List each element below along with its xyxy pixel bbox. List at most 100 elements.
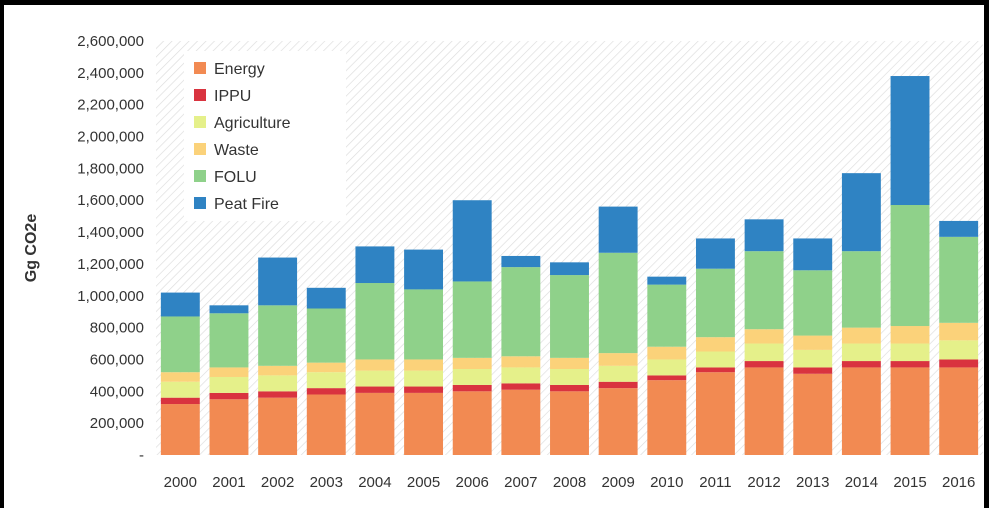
y-tick-label: 2,200,000 [77,97,144,114]
bar-segment-ippu [647,375,687,381]
bar-segment-peat-fire [890,76,930,206]
bar-segment-energy [647,380,687,455]
bar-segment-peat-fire [306,287,346,309]
bar-segment-energy [793,373,833,455]
x-tick-label: 2004 [358,474,391,491]
bar-segment-peat-fire [695,238,735,269]
bar-segment-folu [744,251,784,330]
bar-segment-folu [258,305,298,366]
x-tick-label: 2002 [261,474,294,491]
bar-segment-energy [404,392,444,455]
bar-segment-folu [647,284,687,347]
legend-swatch [194,62,206,74]
bar-segment-energy [452,391,492,455]
x-tick-label: 2011 [699,474,731,491]
bar-segment-folu [452,281,492,358]
bar-segment-agriculture [841,343,881,362]
bar-segment-peat-fire [501,255,541,268]
bar-segment-agriculture [501,367,541,384]
x-tick-label: 2007 [504,474,537,491]
legend-box [184,51,346,221]
bar-segment-ippu [501,383,541,390]
bar-segment-waste [890,326,930,344]
bar-segment-energy [695,372,735,455]
legend-swatch [194,197,206,209]
bar-segment-peat-fire [598,206,638,253]
bar-segment-ippu [452,384,492,392]
bar-segment-folu [695,268,735,338]
bar-segment-waste [550,357,589,370]
bar-segment-peat-fire [744,219,784,252]
bar-segment-folu [939,236,979,323]
bars-group [160,76,979,455]
y-tick-label: 600,000 [90,351,144,368]
bar-segment-ippu [160,397,200,405]
bar-segment-agriculture [890,343,930,362]
bar-segment-energy [598,388,638,455]
bar-segment-waste [209,367,249,377]
bar-segment-peat-fire [452,200,492,282]
bar-segment-agriculture [939,340,979,360]
stacked-bar-chart: - 200,000 400,000 600,000 800,000 1,000,000 1,… [23,33,983,491]
legend-swatch [194,143,206,155]
bar-segment-peat-fire [209,305,249,314]
bar-segment-peat-fire [550,262,589,276]
bar-segment-energy [209,399,249,455]
bar-segment-ippu [306,388,346,395]
x-tick-label: 2000 [164,474,197,491]
bar-segment-agriculture [550,369,589,385]
x-tick-label: 2015 [893,474,926,491]
x-tick-label: 2003 [310,474,343,491]
bar-segment-folu [404,289,444,360]
bar-segment-folu [793,270,833,336]
bar-segment-folu [598,252,638,354]
bar-segment-peat-fire [647,276,687,285]
bar-segment-folu [841,251,881,328]
bar-segment-agriculture [355,370,395,387]
bar-segment-energy [744,367,784,455]
y-tick-label: 1,600,000 [77,192,144,209]
bar-segment-energy [355,392,395,455]
bar-segment-folu [890,205,930,327]
x-axis-ticks: 2000 2001 2002 2003 2004 2005 2006 2007 2008 2009… [164,474,976,491]
bar-segment-energy [550,391,589,455]
bar-segment-ippu [695,367,735,373]
bar-segment-ippu [209,392,249,400]
bar-segment-peat-fire [160,292,200,317]
bar-segment-energy [501,389,541,455]
legend: Energy IPPU Agriculture Waste FOLU Peat Fire [184,51,346,221]
bar-segment-energy [258,397,298,455]
bar-segment-agriculture [744,343,784,362]
y-tick-label: - [139,447,144,464]
bar-segment-ippu [355,386,395,393]
bar-segment-peat-fire [404,249,444,290]
bar-segment-ippu [890,361,930,368]
bar-segment-waste [793,335,833,350]
x-tick-label: 2016 [942,474,975,491]
y-tick-label: 2,400,000 [77,65,144,82]
bar-segment-waste [501,356,541,368]
bar-segment-agriculture [598,365,638,382]
x-tick-label: 2013 [796,474,829,491]
bar-segment-energy [890,367,930,455]
x-tick-label: 2009 [601,474,634,491]
y-axis-title: Gg CO2e [23,214,40,283]
bar-segment-agriculture [404,370,444,387]
bar-segment-ippu [939,359,979,368]
bar-segment-peat-fire [258,257,298,306]
bar-segment-waste [355,359,395,371]
y-tick-label: 1,000,000 [77,288,144,305]
legend-label: Peat Fire [214,196,279,213]
legend-label: Waste [214,142,259,159]
bar-segment-waste [939,322,979,341]
y-tick-label: 2,600,000 [77,33,144,50]
bar-segment-agriculture [695,351,735,368]
legend-swatch [194,170,206,182]
bar-segment-folu [209,313,249,368]
bar-segment-waste [452,357,492,370]
y-tick-label: 1,200,000 [77,256,144,273]
y-tick-label: 2,000,000 [77,129,144,146]
x-tick-label: 2010 [650,474,683,491]
bar-segment-agriculture [793,349,833,368]
y-tick-label: 400,000 [90,383,144,400]
